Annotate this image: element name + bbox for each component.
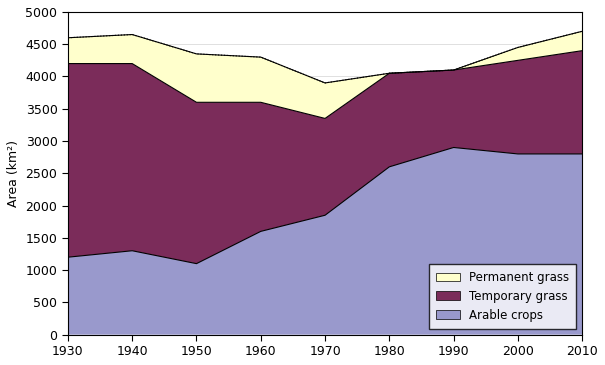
Legend: Permanent grass, Temporary grass, Arable crops: Permanent grass, Temporary grass, Arable…	[429, 264, 577, 329]
Y-axis label: Area (km²): Area (km²)	[7, 140, 20, 207]
